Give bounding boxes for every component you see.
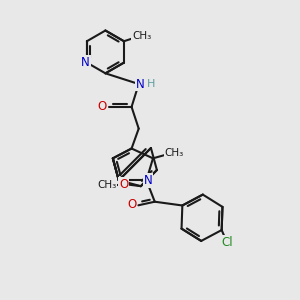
Text: O: O	[127, 198, 136, 211]
Text: H: H	[147, 79, 155, 89]
Text: CH₃: CH₃	[97, 180, 116, 190]
Text: N: N	[81, 56, 90, 68]
Text: N: N	[136, 77, 145, 91]
Text: O: O	[119, 178, 128, 191]
Text: Cl: Cl	[221, 236, 233, 249]
Text: CH₃: CH₃	[164, 148, 184, 158]
Text: CH₃: CH₃	[132, 31, 152, 41]
Text: O: O	[98, 100, 107, 113]
Text: N: N	[143, 174, 152, 188]
